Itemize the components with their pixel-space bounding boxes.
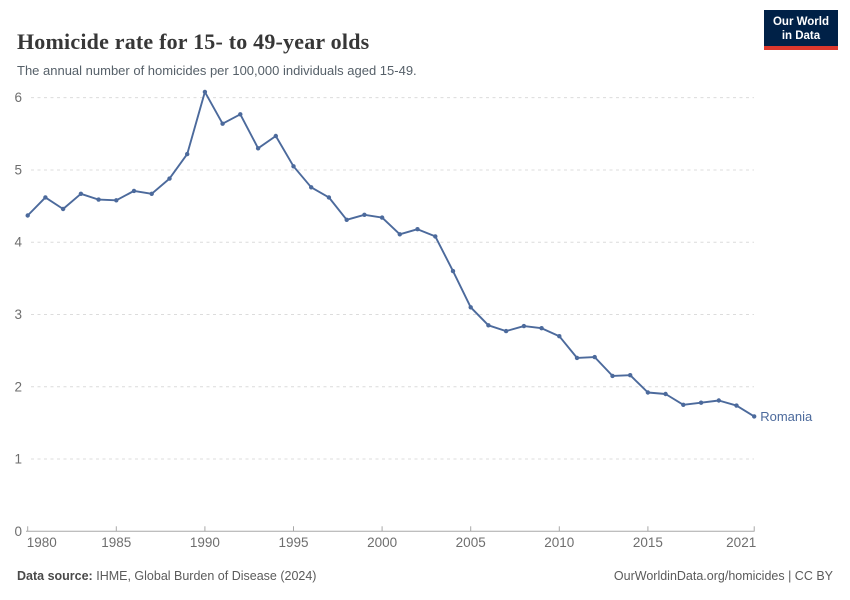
owid-logo-line1: Our World — [772, 16, 829, 28]
x-tick-label: 1985 — [101, 535, 131, 550]
data-point — [610, 373, 615, 379]
data-point — [362, 212, 367, 217]
owid-logo-line2: in Data — [781, 30, 821, 42]
x-tick-label: 1995 — [278, 535, 308, 550]
data-point — [273, 133, 278, 139]
y-tick-label: 6 — [14, 90, 22, 105]
y-tick-label: 0 — [14, 524, 22, 539]
x-tick-label: 2010 — [544, 535, 574, 550]
data-point — [734, 403, 739, 408]
data-point — [131, 188, 137, 194]
data-point — [539, 326, 544, 331]
data-point — [114, 198, 119, 203]
data-point — [167, 176, 172, 181]
data-point — [96, 197, 101, 202]
x-tick-label: 2015 — [633, 535, 663, 550]
data-point — [645, 390, 651, 395]
data-point — [344, 217, 349, 222]
data-point — [78, 191, 84, 196]
data-point — [574, 355, 580, 361]
footer-link[interactable]: OurWorldinData.org/homicides | CC BY — [613, 569, 833, 583]
data-point — [503, 328, 509, 334]
data-point — [238, 112, 243, 117]
y-tick-label: 5 — [14, 162, 22, 177]
chart-subtitle: The annual number of homicides per 100,0… — [17, 63, 417, 78]
data-point — [450, 268, 456, 274]
data-point — [557, 334, 562, 339]
x-tick-label: 1990 — [190, 535, 220, 550]
data-point — [326, 195, 332, 200]
series-entity-label: Romania — [760, 409, 813, 424]
y-tick-label: 3 — [14, 307, 22, 322]
data-source-label: Data source: — [17, 569, 93, 583]
data-point — [60, 206, 66, 212]
x-tick-label: 2000 — [367, 535, 397, 550]
data-point — [397, 232, 402, 237]
data-point — [220, 121, 225, 126]
data-point — [149, 191, 154, 196]
data-point — [698, 400, 704, 405]
data-point — [433, 234, 438, 239]
data-point — [291, 164, 296, 169]
data-point — [663, 391, 668, 397]
data-point — [379, 215, 385, 220]
owid-logo[interactable]: Our World in Data — [763, 10, 838, 50]
page-title: Homicide rate for 15- to 49-year olds — [17, 28, 370, 54]
series-line — [26, 90, 756, 418]
x-tick-label: 2005 — [456, 535, 486, 550]
data-point — [681, 402, 686, 407]
data-source-value: IHME, Global Burden of Disease (2024) — [96, 569, 317, 583]
data-point — [202, 89, 208, 95]
data-point — [592, 354, 597, 360]
data-point — [415, 227, 420, 232]
data-point — [43, 195, 48, 200]
data-point — [752, 414, 757, 419]
data-point — [521, 323, 527, 329]
data-point — [486, 323, 491, 328]
y-tick-label: 4 — [14, 235, 22, 250]
data-point — [468, 305, 473, 310]
y-tick-label: 1 — [14, 452, 22, 467]
y-tick-label: 2 — [14, 379, 22, 394]
data-source-note: Data source: IHME, Global Burden of Dise… — [17, 569, 316, 583]
data-point — [716, 398, 721, 403]
data-point — [185, 151, 190, 157]
data-point — [255, 146, 261, 151]
data-point — [628, 373, 633, 378]
data-point — [25, 213, 30, 218]
data-point — [309, 185, 314, 190]
x-tick-label: 2021 — [726, 535, 756, 550]
x-tick-label: 1980 — [27, 535, 57, 550]
